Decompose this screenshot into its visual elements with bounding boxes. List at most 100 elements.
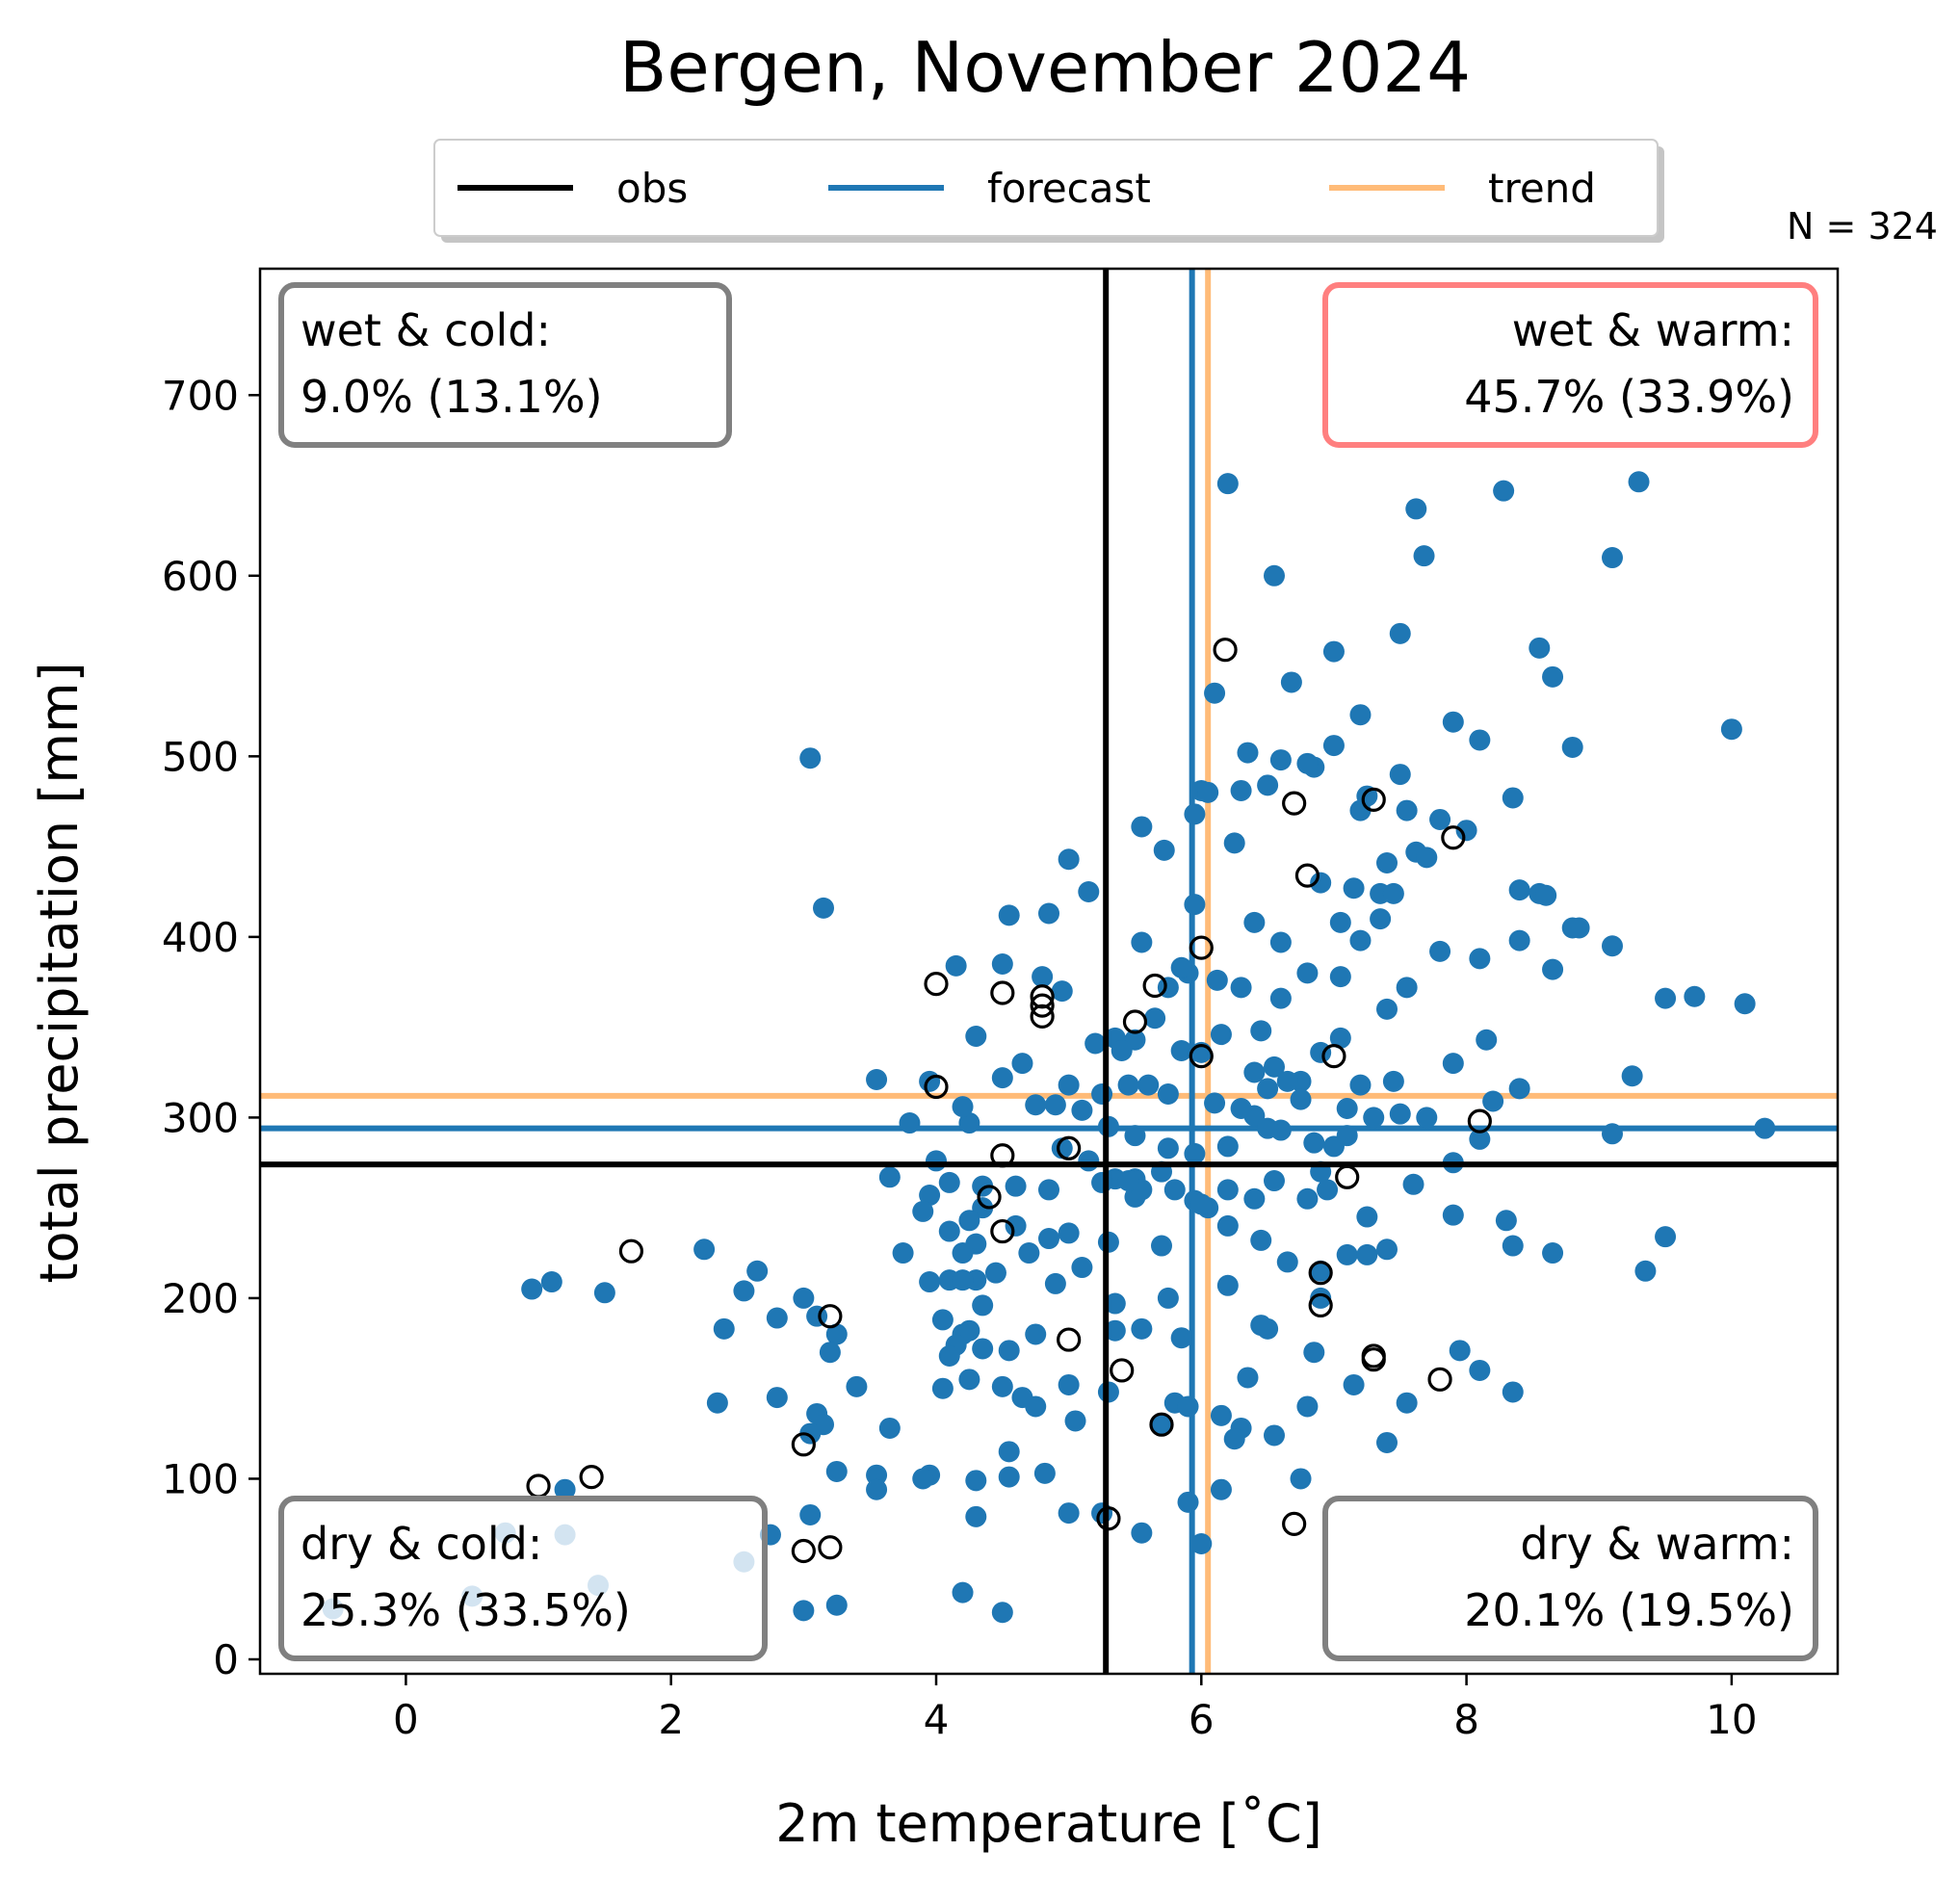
forecast-point: [1250, 1020, 1272, 1042]
x-tick-label: 10: [1706, 1696, 1757, 1743]
forecast-point: [1151, 1414, 1172, 1436]
forecast-point: [1264, 564, 1285, 587]
y-tick-label: 300: [162, 1094, 239, 1141]
forecast-point: [931, 1377, 954, 1399]
forecast-point: [926, 1150, 947, 1172]
forecast-point: [1058, 1222, 1080, 1244]
forecast-point: [1602, 1123, 1623, 1145]
forecast-point: [1508, 929, 1530, 952]
forecast-point: [1303, 1342, 1325, 1364]
forecast-point: [1296, 962, 1319, 984]
forecast-point: [1269, 749, 1292, 771]
forecast-point: [1754, 1117, 1776, 1139]
obs-point: [1057, 1327, 1082, 1352]
obs-point: [1057, 1135, 1082, 1160]
x-tick-label: 2: [658, 1696, 684, 1743]
forecast-point: [1058, 1373, 1080, 1395]
forecast-point: [1131, 931, 1153, 953]
forecast-point: [1442, 711, 1464, 733]
quadrant-dry-warm-title: dry & warm:: [1520, 1518, 1794, 1570]
forecast-point: [1170, 1040, 1192, 1062]
forecast-point: [793, 1600, 815, 1622]
forecast-point: [1442, 1204, 1464, 1226]
forecast-point: [1085, 1032, 1107, 1055]
legend-forecast-label: forecast: [987, 165, 1151, 212]
forecast-point: [878, 1166, 901, 1188]
obs-point: [791, 1432, 816, 1457]
forecast-point: [540, 1271, 562, 1293]
quadrant-wet-cold: wet & cold: 9.0% (13.1%): [278, 282, 732, 448]
forecast-point: [593, 1282, 615, 1304]
forecast-point: [1655, 987, 1677, 1009]
obs-point: [818, 1304, 843, 1329]
forecast-point: [1216, 1274, 1239, 1296]
forecast-point: [1237, 1367, 1259, 1389]
forecast-point: [1508, 1078, 1530, 1100]
obs-point: [1110, 1358, 1135, 1383]
forecast-point: [998, 1466, 1020, 1488]
forecast-point: [1131, 1317, 1153, 1340]
forecast-point: [1210, 1024, 1232, 1046]
forecast-point: [1389, 1103, 1411, 1125]
forecast-point: [1177, 1395, 1199, 1418]
forecast-point: [766, 1307, 788, 1329]
forecast-point: [984, 1262, 1006, 1284]
forecast-point: [1137, 1074, 1160, 1096]
quadrant-dry-cold: dry & cold: 25.3% (33.5%): [278, 1496, 768, 1661]
obs-point: [990, 980, 1015, 1005]
forecast-point: [1634, 1260, 1657, 1282]
forecast-point: [1044, 1272, 1066, 1294]
forecast-point: [1204, 682, 1226, 704]
forecast-point: [1104, 1319, 1126, 1342]
forecast-point: [1349, 1074, 1372, 1096]
forecast-point: [1416, 847, 1438, 869]
forecast-point: [1405, 498, 1427, 520]
forecast-point: [1370, 908, 1392, 930]
forecast-point: [1402, 1173, 1424, 1195]
y-tick-label: 400: [162, 914, 239, 961]
forecast-point: [1720, 718, 1742, 741]
forecast-point: [945, 954, 967, 977]
quadrant-dry-cold-value: 25.3% (33.5%): [301, 1584, 631, 1636]
forecast-point: [1184, 894, 1206, 916]
forecast-point: [952, 1581, 974, 1603]
quadrant-wet-warm-value: 45.7% (33.9%): [1464, 371, 1794, 423]
forecast-point: [1561, 736, 1583, 758]
forecast-point: [1005, 1175, 1027, 1197]
obs-point: [1282, 791, 1307, 816]
forecast-point: [1230, 977, 1252, 999]
obs-point: [526, 1473, 551, 1499]
forecast-point: [1396, 1392, 1418, 1414]
forecast-point: [1310, 1260, 1332, 1282]
forecast-point: [1317, 1179, 1339, 1201]
x-tick-label: 0: [393, 1696, 419, 1743]
obs-point: [1189, 1044, 1214, 1069]
forecast-point: [1038, 902, 1059, 925]
forecast-point: [1058, 1074, 1080, 1096]
obs-point: [818, 1535, 843, 1560]
forecast-point: [1329, 1027, 1351, 1049]
forecast-point: [1237, 742, 1259, 764]
obs-point: [1427, 1367, 1452, 1392]
forecast-point: [1429, 940, 1451, 962]
forecast-point: [1243, 1187, 1266, 1210]
forecast-point: [938, 1171, 960, 1193]
forecast-point: [1290, 1088, 1312, 1110]
forecast-point: [1151, 1235, 1172, 1257]
legend-obs-label: obs: [616, 165, 688, 212]
y-tick-label: 500: [162, 733, 239, 780]
forecast-point: [1535, 884, 1557, 906]
forecast-point: [1389, 764, 1411, 786]
forecast-point: [1542, 665, 1564, 688]
forecast-point: [965, 1026, 987, 1048]
obs-point: [924, 972, 949, 997]
forecast-point: [1117, 1074, 1139, 1096]
forecast-point: [1144, 1007, 1166, 1030]
forecast-point: [1508, 879, 1530, 901]
forecast-point: [1296, 1187, 1319, 1210]
forecast-point: [1482, 1090, 1504, 1112]
forecast-point: [1502, 787, 1524, 809]
forecast-point: [1216, 1214, 1239, 1237]
forecast-point: [1163, 1179, 1186, 1201]
forecast-point: [1469, 948, 1491, 970]
